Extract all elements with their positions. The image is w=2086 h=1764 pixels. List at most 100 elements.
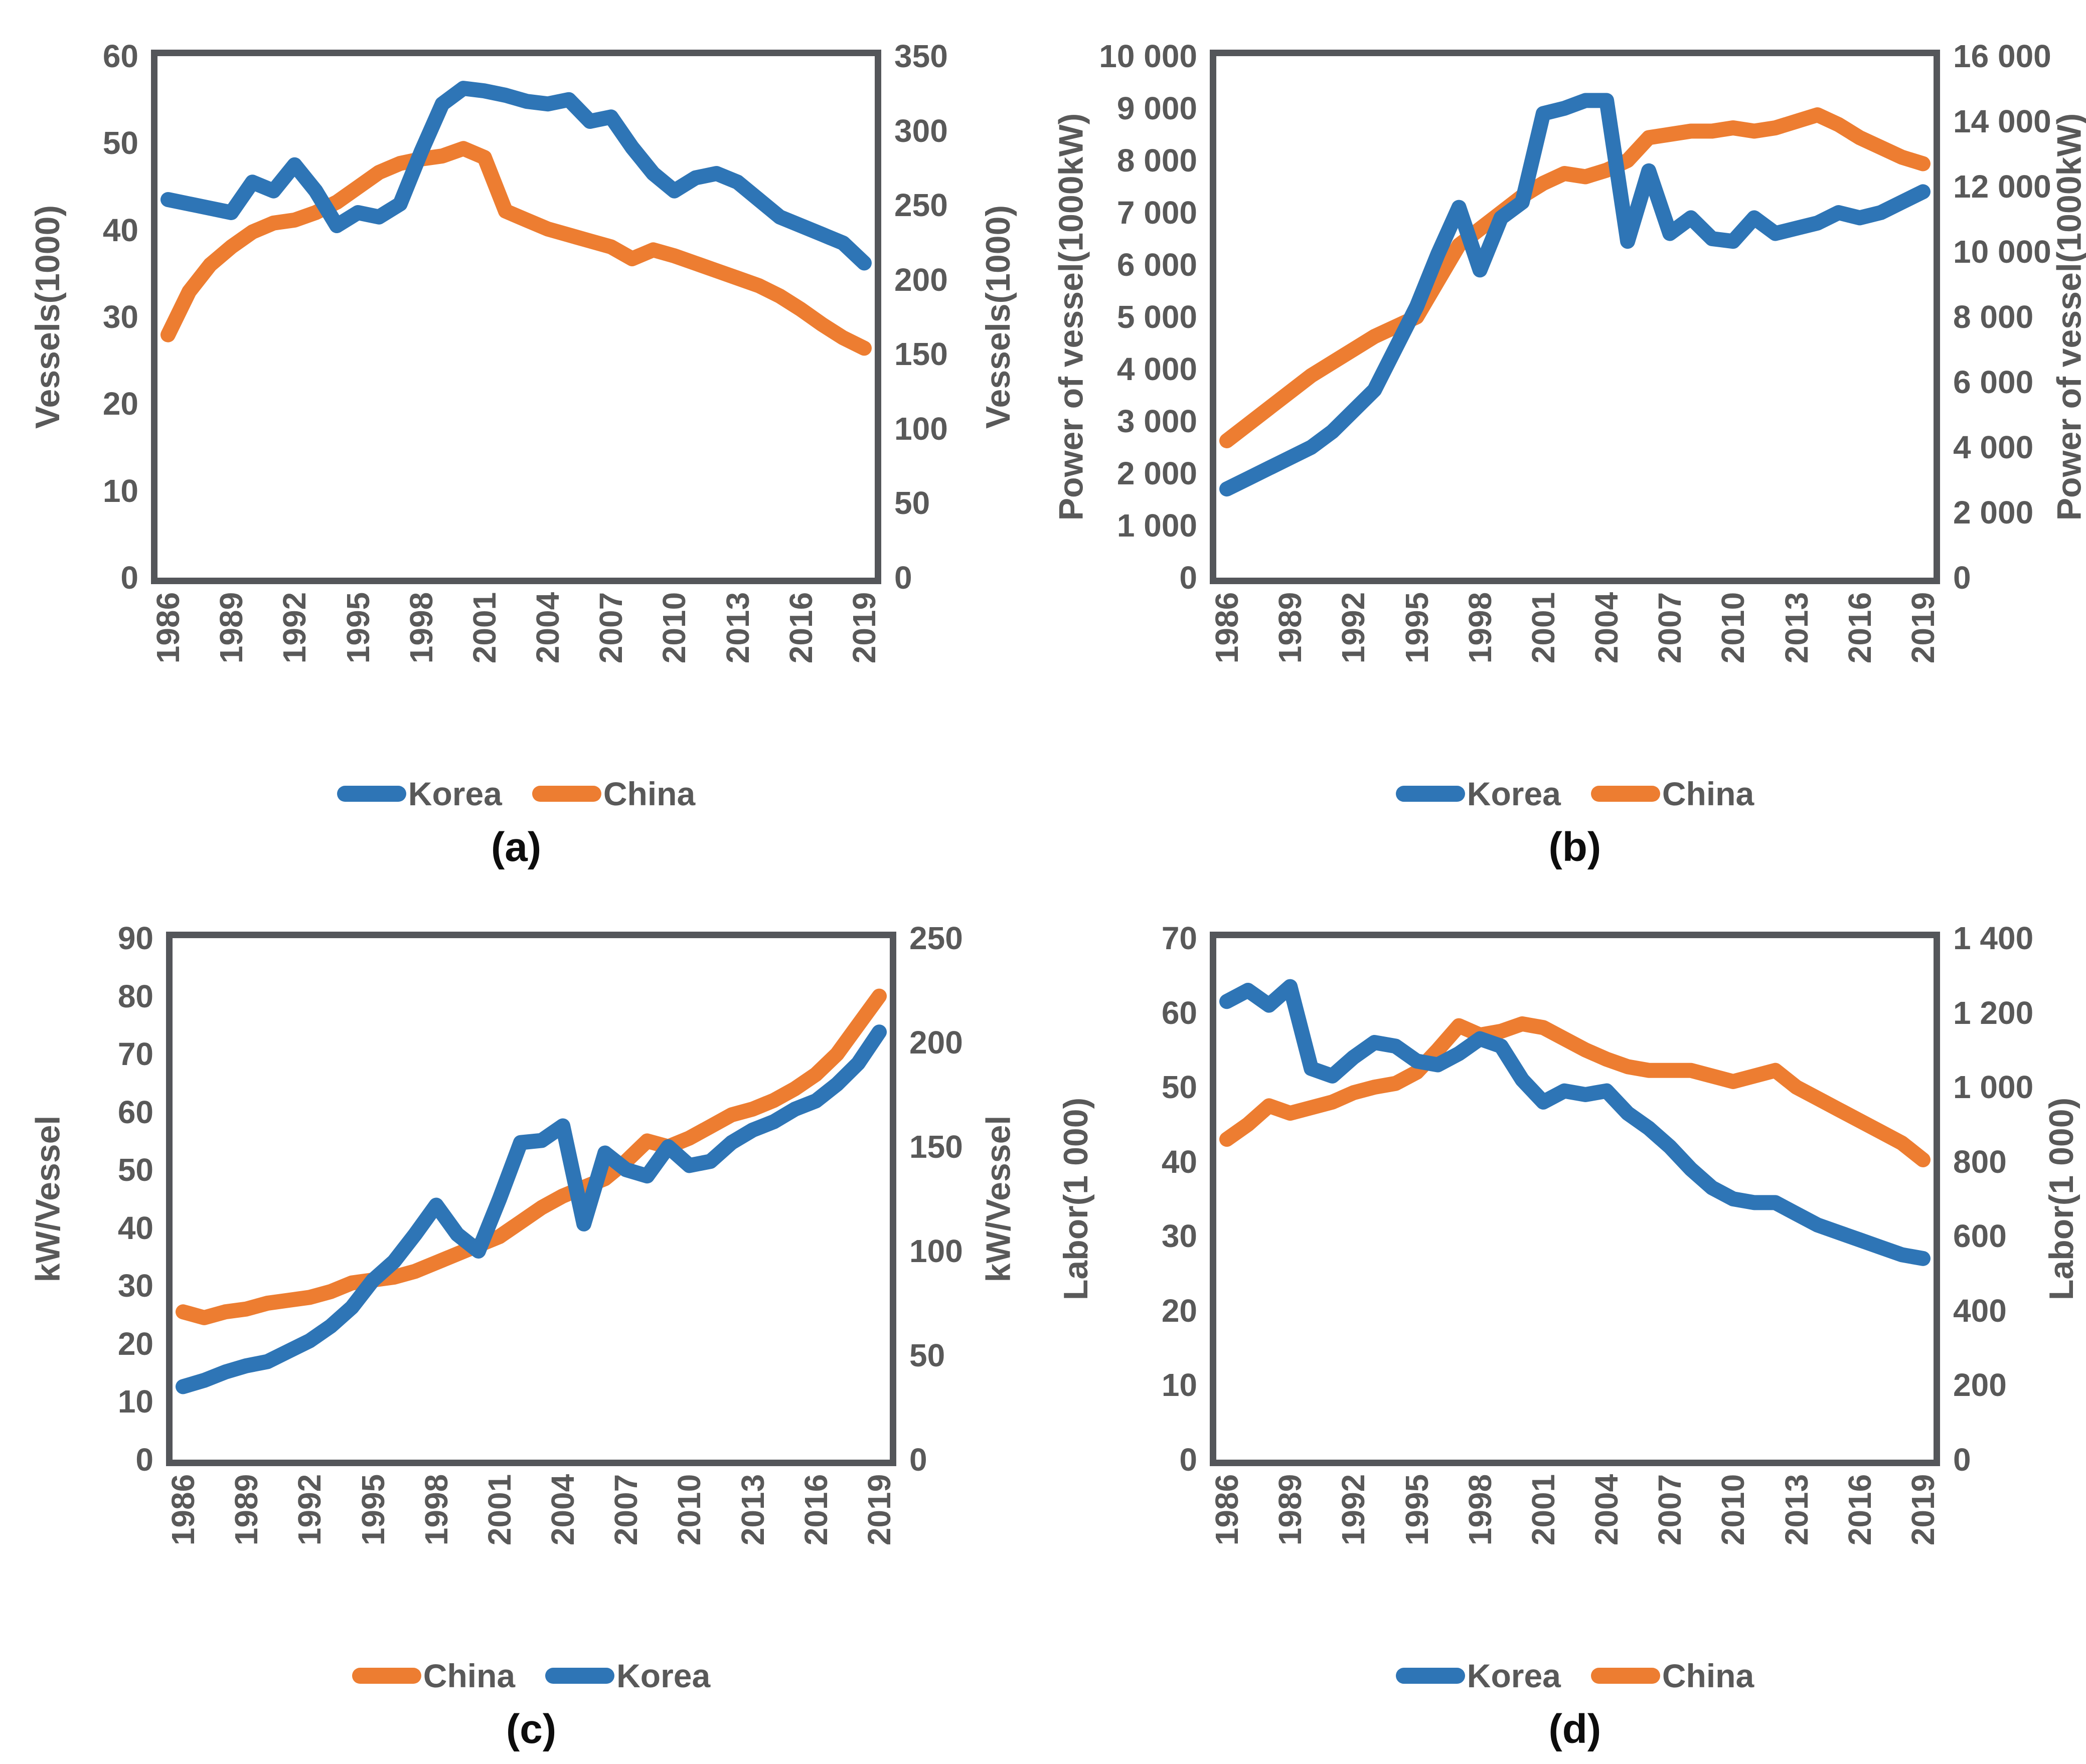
x-axis-tick-label: 2004 xyxy=(530,592,566,664)
right-axis-tick-label: 350 xyxy=(894,38,948,74)
left-axis-tick-label: 0 xyxy=(135,1442,153,1478)
right-axis-title: kW/Vessel xyxy=(979,1115,1017,1283)
legend: China Korea xyxy=(173,1657,890,1695)
left-axis-tick-label: 60 xyxy=(117,1094,153,1130)
x-axis-tick-label: 1989 xyxy=(1272,592,1309,664)
panel-caption: (b) xyxy=(1548,824,1601,870)
x-axis-tick-label: 1995 xyxy=(1398,592,1435,664)
right-axis-tick-label: 250 xyxy=(909,920,963,956)
x-axis-tick-label: 1986 xyxy=(1209,592,1245,664)
left-axis-tick-label: 20 xyxy=(117,1325,153,1362)
left-axis-tick-label: 0 xyxy=(1179,1442,1197,1478)
legend-item-korea: Korea xyxy=(1395,775,1561,813)
left-axis-tick-label: 40 xyxy=(117,1209,153,1246)
right-axis-tick-label: 12 000 xyxy=(1953,168,2051,205)
right-axis-title: Power of vessel(1000kW) xyxy=(2049,113,2086,521)
right-axis-tick-label: 100 xyxy=(894,410,948,447)
x-axis-tick-label: 1992 xyxy=(1335,1474,1372,1546)
legend-label: China xyxy=(423,1657,516,1694)
right-axis-title: Vessels(1000) xyxy=(979,205,1018,429)
x-axis-tick-label: 2013 xyxy=(1778,1474,1815,1546)
x-axis-tick-label: 2016 xyxy=(797,1474,834,1546)
right-axis-tick-label: 800 xyxy=(1953,1143,2007,1180)
left-axis-tick-label: 4 000 xyxy=(1116,351,1197,387)
right-axis-tick-label: 10 000 xyxy=(1953,234,2051,270)
series-line-china xyxy=(1219,107,1931,448)
x-axis-tick-label: 2001 xyxy=(466,592,503,664)
left-axis-tick-label: 3 000 xyxy=(1116,403,1197,439)
panel-c: kW/Vessel kW/Vessel China Korea (c) 90 80 7… xyxy=(0,882,1058,1764)
legend-item-korea: Korea xyxy=(337,775,502,813)
x-axis-tick-label: 2004 xyxy=(545,1474,581,1546)
left-axis-tick-label: 2 000 xyxy=(1116,455,1197,491)
left-axis-tick-label: 50 xyxy=(117,1152,153,1188)
x-axis-tick-label: 2007 xyxy=(593,592,629,664)
legend-label: Korea xyxy=(408,775,502,812)
plot-area xyxy=(176,988,887,1394)
right-axis-tick-label: 1 000 xyxy=(1953,1069,2034,1106)
left-axis-tick-label: 80 xyxy=(117,978,153,1014)
x-axis-tick-label: 2013 xyxy=(719,592,756,664)
right-axis-tick-label: 6 000 xyxy=(1953,364,2034,400)
legend-label: China xyxy=(603,775,696,812)
left-axis-tick-label: 10 xyxy=(1161,1367,1197,1403)
panel-caption: (c) xyxy=(506,1706,557,1752)
x-axis-tick-label: 2001 xyxy=(1525,592,1562,664)
right-axis-tick-label: 300 xyxy=(894,112,948,149)
x-axis-tick-label: 1992 xyxy=(276,592,313,664)
plot-frame xyxy=(1210,932,1940,1466)
right-axis-tick-label: 200 xyxy=(909,1024,963,1061)
right-axis-tick-label: 0 xyxy=(1953,560,1971,596)
x-axis-tick-label: 1995 xyxy=(340,592,376,664)
panel-caption: (a) xyxy=(491,824,542,870)
x-axis-tick-label: 1989 xyxy=(1272,1474,1309,1546)
series-line-china xyxy=(161,141,872,356)
x-axis-tick-label: 2001 xyxy=(1525,1474,1562,1546)
x-axis-tick-label: 2019 xyxy=(861,1474,898,1546)
right-axis-tick-label: 16 000 xyxy=(1953,38,2051,74)
left-axis-tick-label: 40 xyxy=(102,212,138,248)
x-axis-tick-label: 2001 xyxy=(482,1474,518,1546)
plot-area xyxy=(1219,979,1931,1266)
right-axis-tick-label: 100 xyxy=(909,1233,963,1269)
left-axis-tick-label: 20 xyxy=(1161,1292,1197,1329)
x-axis-tick-label: 2010 xyxy=(1715,1474,1751,1546)
x-axis-tick-label: 2010 xyxy=(1715,592,1751,664)
x-axis-tick-label: 2007 xyxy=(1652,592,1688,664)
x-axis-tick-label: 2007 xyxy=(608,1474,645,1546)
x-axis-tick-label: 1989 xyxy=(213,592,250,664)
x-axis-tick-label: 2019 xyxy=(846,592,883,664)
series-line-korea xyxy=(1219,93,1931,497)
panel-caption: (d) xyxy=(1548,1706,1601,1752)
right-axis-tick-label: 8 000 xyxy=(1953,299,2034,335)
left-axis-tick-label: 30 xyxy=(117,1268,153,1304)
right-axis-tick-label: 400 xyxy=(1953,1292,2007,1329)
right-axis-tick-label: 14 000 xyxy=(1953,103,2051,139)
x-axis-tick-label: 1995 xyxy=(355,1474,391,1546)
left-axis-tick-label: 70 xyxy=(117,1036,153,1073)
right-axis-tick-label: 150 xyxy=(909,1129,963,1165)
x-axis-tick-label: 1992 xyxy=(1335,592,1372,664)
plot-area xyxy=(1219,93,1931,497)
legend: Korea China xyxy=(1216,1657,1934,1695)
right-axis-tick-label: 150 xyxy=(894,336,948,373)
plot-area xyxy=(161,81,872,356)
right-axis-tick-label: 1 200 xyxy=(1953,994,2034,1031)
x-axis-tick-label: 2007 xyxy=(1652,1474,1688,1546)
left-axis-tick-label: 60 xyxy=(102,38,138,74)
legend-label: China xyxy=(1662,1657,1754,1694)
x-axis-tick-label: 1998 xyxy=(1462,1474,1498,1546)
left-axis-tick-label: 0 xyxy=(120,560,138,596)
x-axis-tick-label: 2016 xyxy=(1841,592,1878,664)
x-axis-tick-label: 2010 xyxy=(656,592,693,664)
legend-marker-korea xyxy=(337,786,406,802)
left-axis-tick-label: 8 000 xyxy=(1116,142,1197,179)
legend: Korea China xyxy=(1216,775,1934,813)
x-axis-tick-label: 2016 xyxy=(782,592,819,664)
legend-item-korea: Korea xyxy=(545,1657,710,1695)
left-axis-tick-label: 10 xyxy=(117,1383,153,1420)
x-axis-tick-label: 2013 xyxy=(1778,592,1815,664)
x-axis-tick-label: 1998 xyxy=(403,592,439,664)
left-axis-tick-label: 1 000 xyxy=(1116,507,1197,544)
